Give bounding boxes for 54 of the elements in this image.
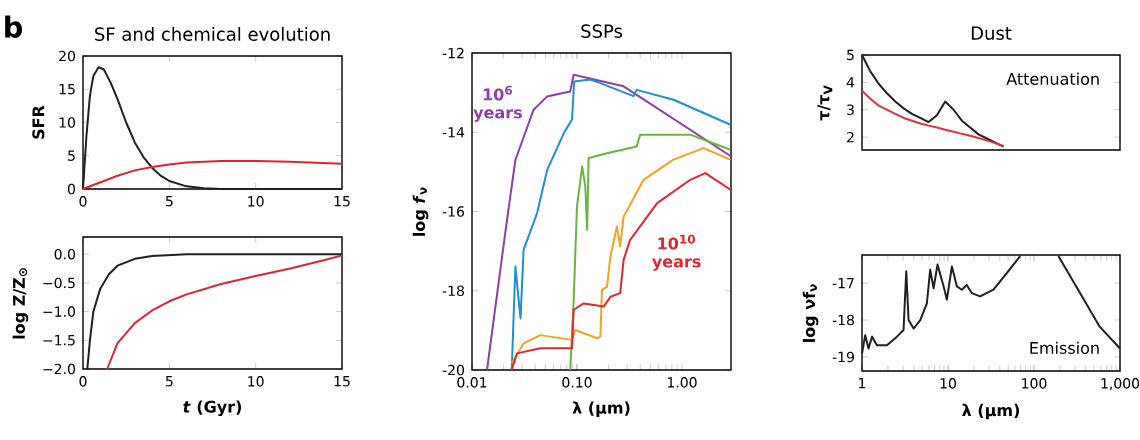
x-tick-label: 0.10 [562,377,592,388]
y-axis-title: SFR [32,105,45,139]
text: 10$^{6}$ years [473,85,522,122]
y-tick-label: -17 [832,277,854,289]
chart-title: Dust [971,26,1012,40]
x-tick-label: 5 [165,376,173,387]
y-tick-label: 2 [847,131,854,143]
y-tick-label: 5 [847,49,854,61]
y-tick-label: -19 [832,351,854,363]
annotation: Attenuation [1006,72,1099,85]
x-tick-label: 0.01 [457,377,487,388]
x-axis-title: λ (μm) [962,403,1020,420]
x-axis-title: t (Gyr) [183,400,242,416]
y-tick-label: −1.5 [43,335,75,346]
x-axis-title: λ (μm) [572,401,630,417]
y-tick-label: -16 [442,206,465,217]
text: 10$^{10}$ years [652,234,701,271]
y-tick-label: 3 [847,104,854,116]
x-tick-label: 1.00 [667,377,697,388]
x-tick-label: 100 [1022,378,1047,389]
x-tick-label: 10 [940,378,956,389]
y-tick-label: -14 [442,127,465,138]
y-tick-label: −2.0 [43,363,75,375]
y-tick-label: 0 [67,183,75,195]
y-tick-label: −0.5 [43,277,75,289]
x-tick-label: 5 [165,196,173,207]
y-tick-label: 20 [59,50,75,62]
x-tick-label: 10 [248,196,264,207]
x-tick-label: 15 [334,196,350,207]
x-tick-label: 1,000 [1101,378,1140,391]
y-tick-label: 15 [59,84,75,95]
y-tick-label: 10 [59,117,75,128]
x-tick-label: 1 [859,378,866,389]
text: b [5,15,23,38]
y-axis-title: log νf$_{ν}$ [802,284,819,342]
y-tick-label: 4 [846,77,855,88]
annotation: Emission [1030,341,1099,354]
y-tick-label: -18 [442,285,464,297]
x-tick-label: 15 [334,376,350,387]
chart-title: SF and chemical evolution [95,27,330,41]
x-tick-label: 0 [79,196,87,207]
x-tick-label: 10 [248,376,264,387]
y-tick-label: -20 [442,364,464,376]
y-tick-label: 5 [68,150,75,161]
chart-title: SSPs [581,24,623,38]
line-series [861,54,1005,148]
x-tick-label: 0 [79,376,87,387]
y-axis-title: τ/τ$_{V}$ [817,85,833,121]
y-tick-label: -12 [442,47,464,59]
y-tick-label: -18 [832,314,854,326]
y-tick-label: −1.0 [43,306,75,317]
y-axis-title: log f$_{ν}$ [412,187,429,236]
y-tick-label: 0.0 [54,248,75,260]
y-axis-title: log Z/Z$_{⊙}$ [12,268,29,339]
